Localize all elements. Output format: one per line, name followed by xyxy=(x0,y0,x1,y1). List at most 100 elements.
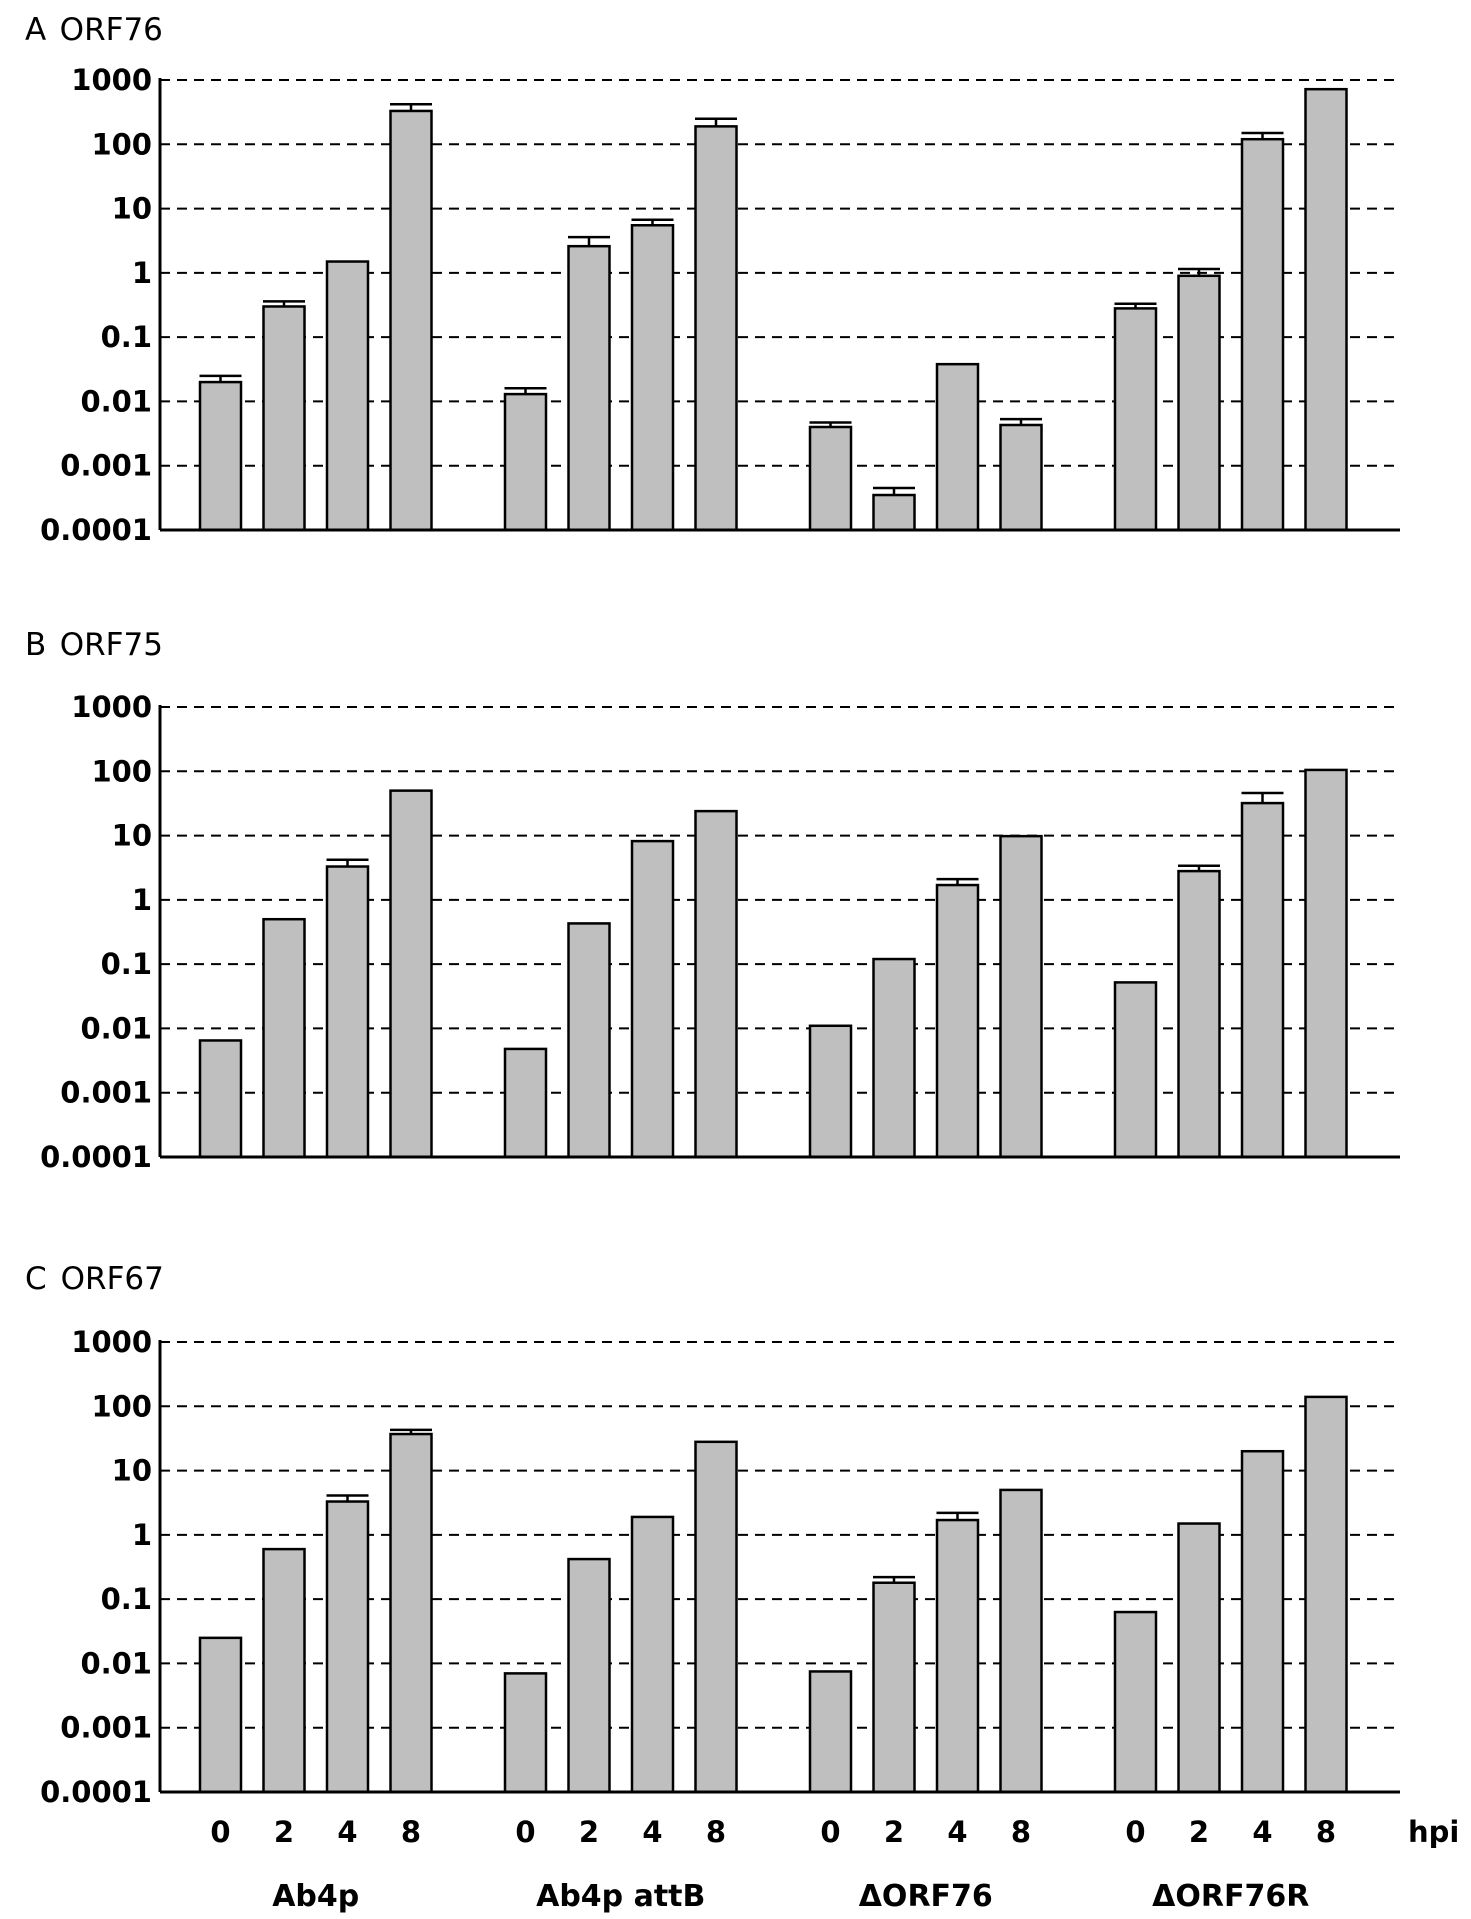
bar xyxy=(567,922,611,1159)
y-tick-label: 1 xyxy=(132,883,152,917)
bar xyxy=(1240,137,1285,532)
error-bar xyxy=(873,486,915,496)
bar xyxy=(694,1440,738,1794)
panel-b-letter: B xyxy=(25,627,46,663)
x-tick-label: 8 xyxy=(401,1815,421,1849)
x-tick-label: 0 xyxy=(515,1815,535,1849)
x-tick-label: 2 xyxy=(884,1815,904,1849)
bar xyxy=(872,957,916,1159)
bar xyxy=(694,809,738,1159)
bar xyxy=(503,1047,548,1159)
bar xyxy=(1113,307,1158,532)
x-tick-label: 4 xyxy=(337,1815,357,1849)
y-tick-label: 0.1 xyxy=(101,1582,152,1616)
bar xyxy=(935,1518,980,1794)
bar xyxy=(198,1636,243,1794)
error-bar xyxy=(873,1575,915,1583)
y-tick-label: 100 xyxy=(91,1389,152,1423)
x-tick-label: 2 xyxy=(1189,1815,1209,1849)
bar xyxy=(999,834,1043,1159)
panel-a-letter: A xyxy=(25,12,46,48)
bar xyxy=(503,1672,548,1794)
bar xyxy=(872,1581,916,1794)
error-bar xyxy=(326,1494,369,1502)
bar xyxy=(1177,869,1221,1159)
group-label: ΔORF76R xyxy=(1152,1879,1309,1914)
bar xyxy=(262,917,306,1159)
group-label: Ab4p xyxy=(272,1879,359,1914)
bar xyxy=(1177,1522,1221,1794)
x-tick-label: 2 xyxy=(579,1815,599,1849)
error-bar xyxy=(263,300,305,307)
x-tick-label: 8 xyxy=(706,1815,726,1849)
bar xyxy=(1304,87,1348,532)
bar xyxy=(325,260,370,532)
bar xyxy=(630,224,675,532)
panel-c-letter: C xyxy=(25,1261,47,1297)
y-tick-label: 100 xyxy=(91,754,152,788)
y-tick-label: 0.01 xyxy=(80,1011,152,1045)
bar xyxy=(325,865,370,1159)
error-bar xyxy=(390,102,432,111)
panel-c-title: C ORF67 xyxy=(25,1261,164,1297)
bar xyxy=(630,839,675,1159)
bar xyxy=(630,1515,675,1794)
error-bar xyxy=(1178,864,1220,872)
x-tick-label: 0 xyxy=(1125,1815,1145,1849)
x-tick-label: 8 xyxy=(1316,1815,1336,1849)
error-bar xyxy=(631,218,674,226)
x-tick-label: 0 xyxy=(820,1815,840,1849)
group-label: ΔORF76 xyxy=(859,1879,993,1914)
panel-b-title: B ORF75 xyxy=(25,627,163,663)
bar xyxy=(389,789,433,1159)
panel-a-orf76: A ORF76 1000 100 10 1 0.1 0.01 0.001 0.0001 xyxy=(25,12,1400,547)
y-tick-label: 0.1 xyxy=(101,947,152,981)
bar xyxy=(935,883,980,1159)
y-tick-label: 0.0001 xyxy=(40,1140,152,1174)
panel-a-title: A ORF76 xyxy=(25,12,163,48)
bar xyxy=(262,1547,306,1794)
bar xyxy=(1304,1395,1348,1794)
bar xyxy=(1240,1449,1285,1794)
bar xyxy=(1113,981,1158,1159)
bar xyxy=(999,423,1043,532)
error-bar xyxy=(390,1428,432,1435)
error-bar xyxy=(504,387,547,395)
y-tick-label: 1000 xyxy=(71,1325,152,1359)
error-bar xyxy=(936,1511,979,1521)
y-tick-label: 1000 xyxy=(71,63,152,97)
y-tick-label: 0.001 xyxy=(60,1711,152,1745)
bar xyxy=(325,1500,370,1794)
bar xyxy=(808,425,853,532)
y-tick-label: 10 xyxy=(112,1454,152,1488)
x-tick-label: 0 xyxy=(210,1815,230,1849)
bar xyxy=(808,1670,853,1794)
bar xyxy=(567,1557,611,1794)
error-bar xyxy=(936,877,979,886)
y-tick-label: 1 xyxy=(132,256,152,290)
bar xyxy=(389,1432,433,1794)
error-bar xyxy=(1178,267,1220,276)
error-bar xyxy=(1241,791,1284,804)
panel-c-orf67: C ORF67 1000 100 10 1 0.1 0.01 0.001 0.0001 xyxy=(25,1261,1400,1809)
bar xyxy=(262,305,306,532)
bar xyxy=(389,109,433,532)
x-tick-label: 2 xyxy=(274,1815,294,1849)
x-tick-label: 4 xyxy=(642,1815,662,1849)
bar xyxy=(198,380,243,532)
y-tick-label: 0.001 xyxy=(60,1076,152,1110)
y-tick-label: 0.01 xyxy=(80,1646,152,1680)
y-tick-label: 0.01 xyxy=(80,384,152,418)
y-tick-label: 1 xyxy=(132,1518,152,1552)
bar xyxy=(872,493,916,532)
panel-b-gene: ORF75 xyxy=(60,627,163,663)
error-bar xyxy=(1241,131,1284,140)
y-tick-label: 0.0001 xyxy=(40,513,152,547)
error-bar xyxy=(199,374,242,383)
bar xyxy=(198,1039,243,1159)
bar xyxy=(1304,768,1348,1159)
bar xyxy=(503,392,548,532)
bar xyxy=(1240,801,1285,1159)
bar xyxy=(567,244,611,532)
